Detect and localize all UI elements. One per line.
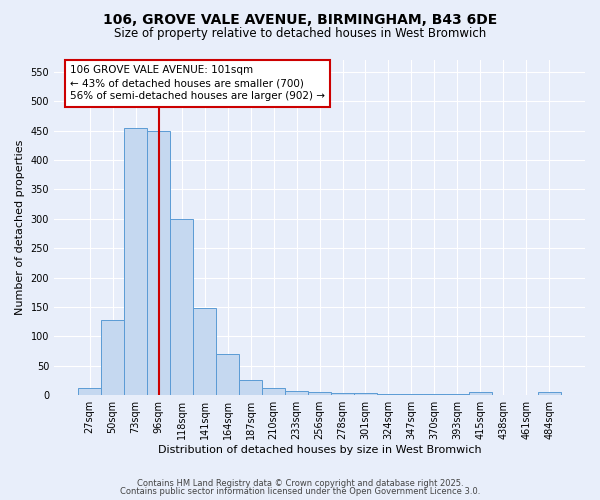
Text: Contains HM Land Registry data © Crown copyright and database right 2025.: Contains HM Land Registry data © Crown c… <box>137 478 463 488</box>
Bar <box>446 394 469 395</box>
Bar <box>400 394 423 395</box>
Bar <box>170 219 193 395</box>
Bar <box>193 308 216 395</box>
Bar <box>331 394 354 395</box>
Bar <box>101 320 124 395</box>
Bar <box>515 394 538 395</box>
Text: 106 GROVE VALE AVENUE: 101sqm
← 43% of detached houses are smaller (700)
56% of : 106 GROVE VALE AVENUE: 101sqm ← 43% of d… <box>70 65 325 102</box>
Bar <box>124 128 147 395</box>
Bar <box>216 354 239 395</box>
Bar <box>262 388 285 395</box>
Bar <box>377 394 400 395</box>
Y-axis label: Number of detached properties: Number of detached properties <box>15 140 25 316</box>
Text: 106, GROVE VALE AVENUE, BIRMINGHAM, B43 6DE: 106, GROVE VALE AVENUE, BIRMINGHAM, B43 … <box>103 12 497 26</box>
Bar <box>354 393 377 395</box>
Bar <box>492 394 515 395</box>
Bar <box>147 130 170 395</box>
Text: Size of property relative to detached houses in West Bromwich: Size of property relative to detached ho… <box>114 28 486 40</box>
X-axis label: Distribution of detached houses by size in West Bromwich: Distribution of detached houses by size … <box>158 445 481 455</box>
Bar <box>538 392 561 395</box>
Text: Contains public sector information licensed under the Open Government Licence 3.: Contains public sector information licen… <box>120 487 480 496</box>
Bar <box>78 388 101 395</box>
Bar <box>308 392 331 395</box>
Bar <box>469 392 492 395</box>
Bar <box>423 394 446 395</box>
Bar <box>239 380 262 395</box>
Bar <box>285 391 308 395</box>
